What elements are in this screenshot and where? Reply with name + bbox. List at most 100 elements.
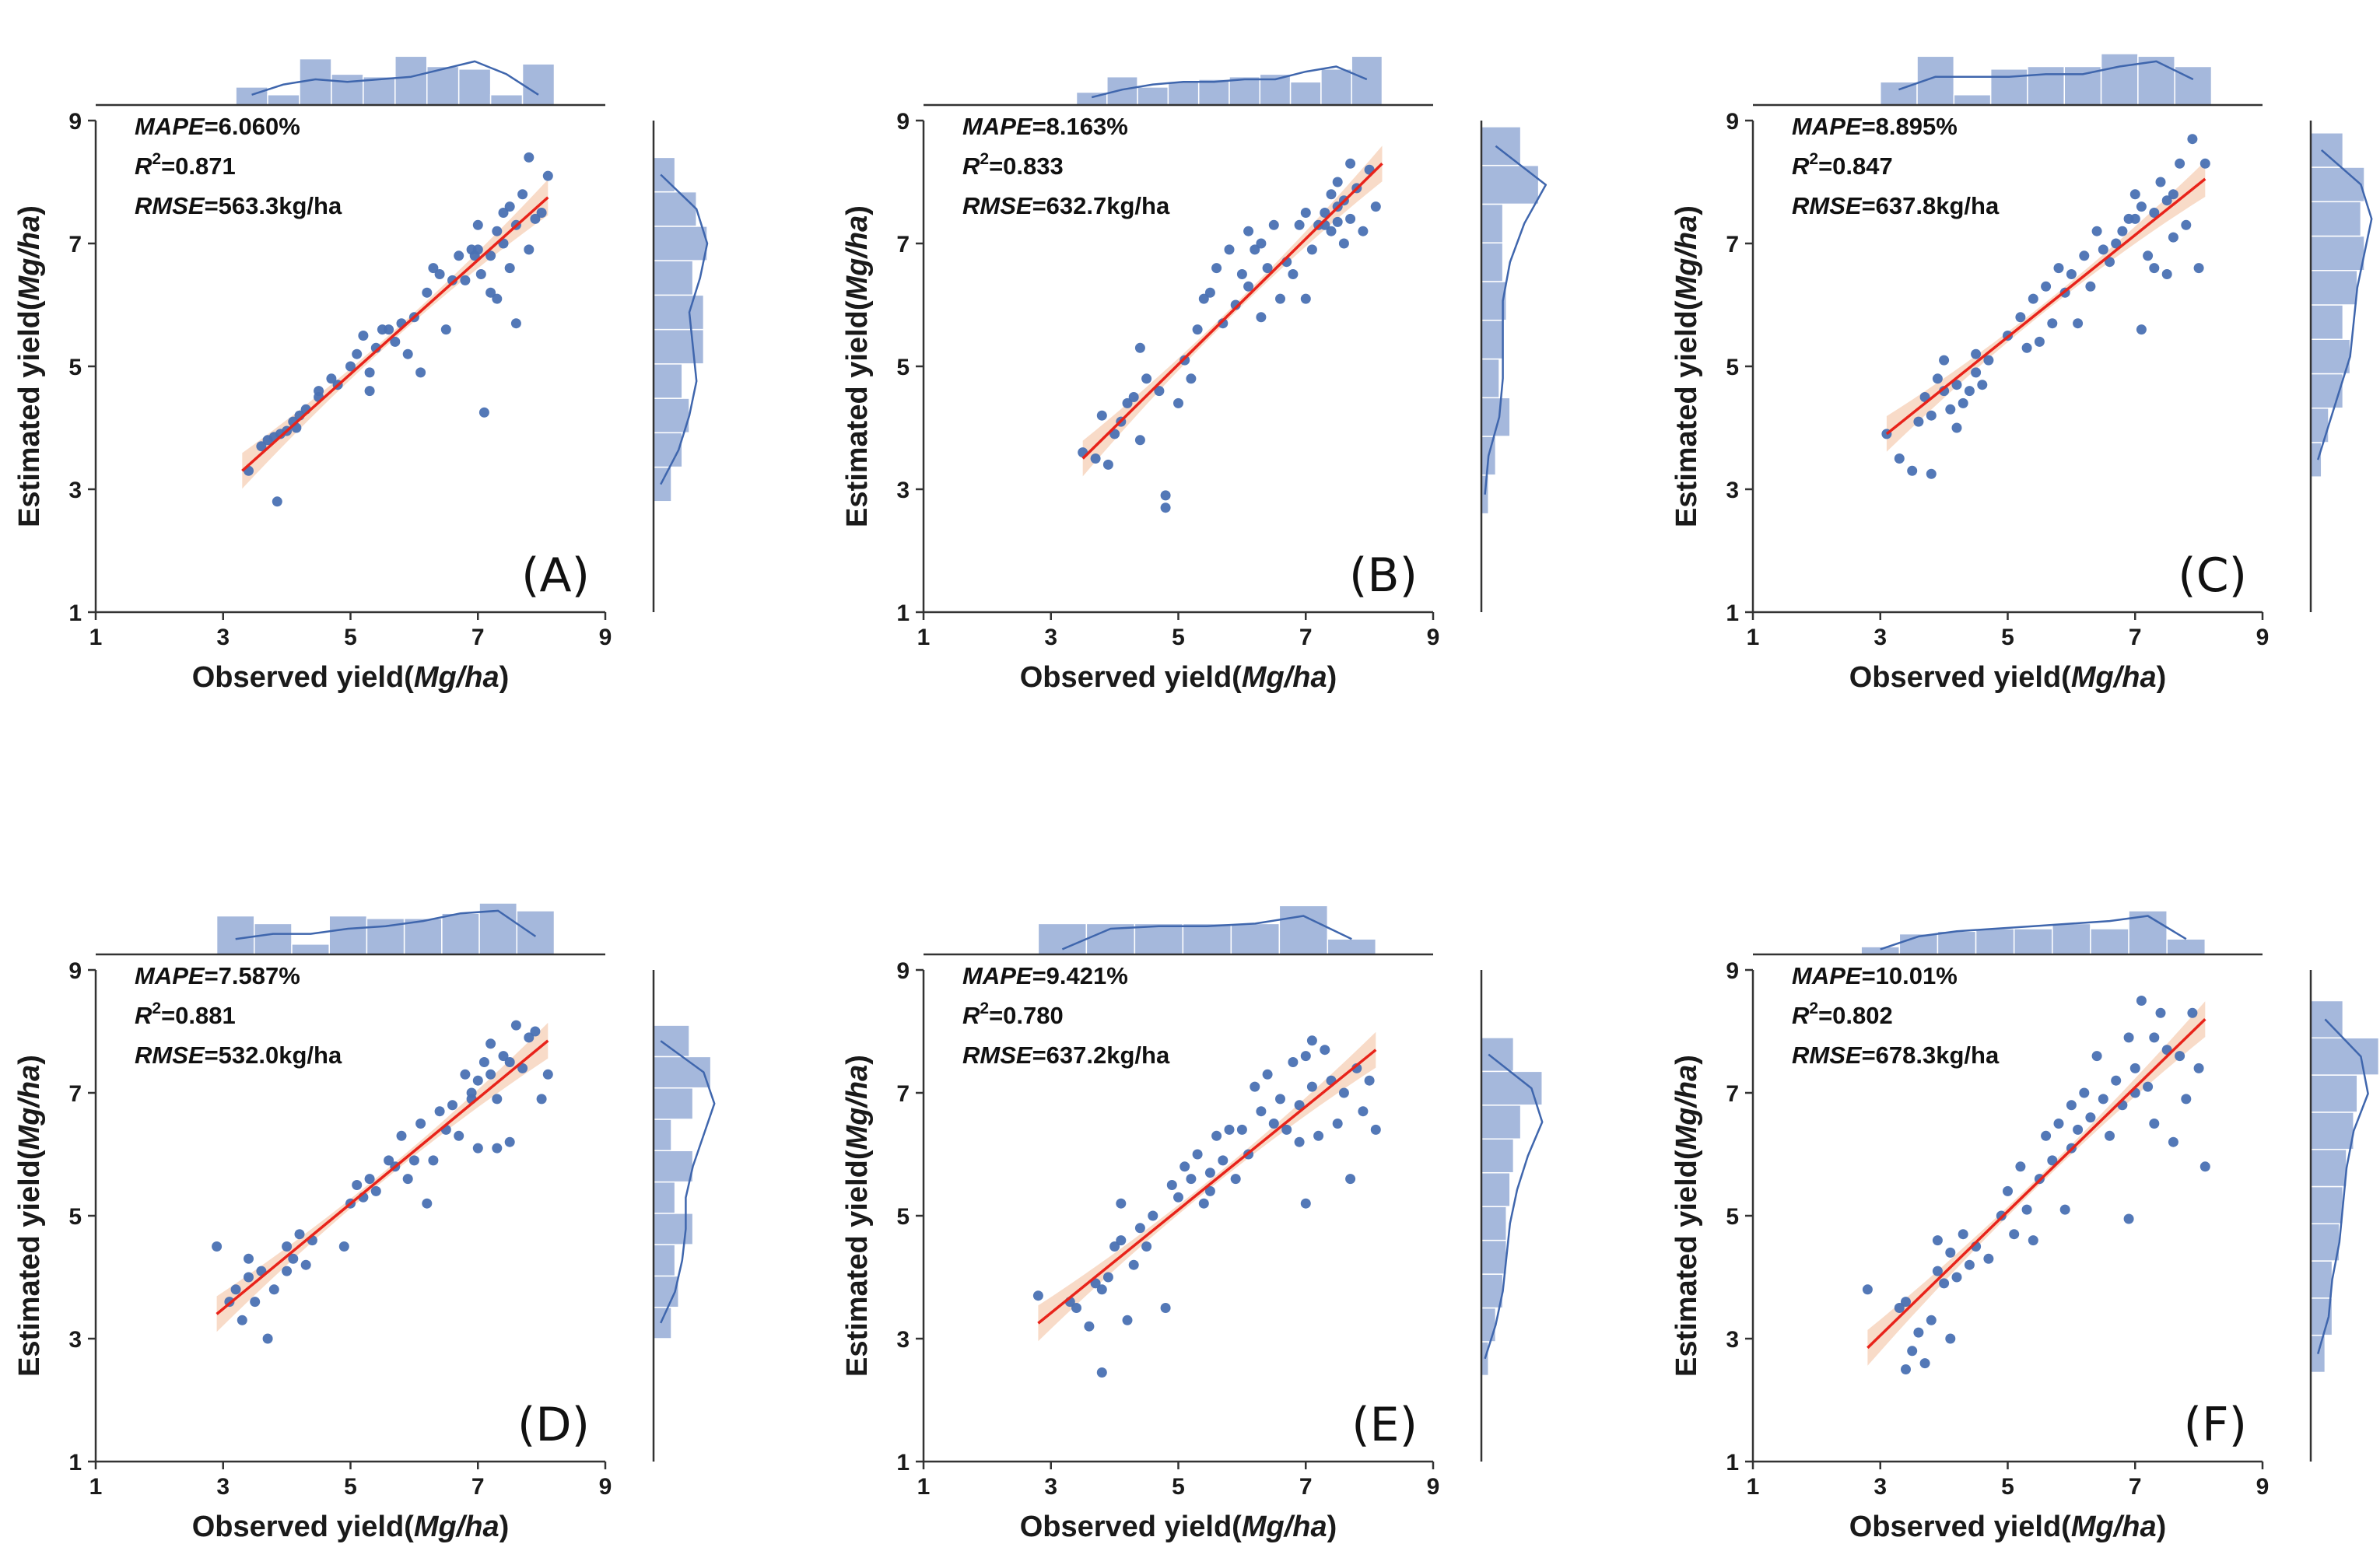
histogram-bar — [1481, 1105, 1522, 1140]
data-point — [2136, 324, 2147, 335]
y-tick-label: 5 — [896, 355, 910, 380]
panel-label: (C) — [2178, 548, 2247, 603]
data-point — [524, 244, 535, 255]
data-point — [447, 1100, 457, 1111]
data-point — [2111, 1075, 2122, 1086]
data-point — [384, 1155, 394, 1166]
histogram-bar — [1481, 1037, 1515, 1073]
right-marginal-histogram — [1480, 970, 1544, 1462]
data-point — [1862, 1284, 1873, 1295]
data-point — [2028, 293, 2038, 304]
x-tick-label: 5 — [344, 625, 357, 650]
y-axis-title: Estimated yield(Mg/ha) — [13, 205, 46, 527]
data-point — [422, 1198, 433, 1209]
data-point — [1294, 219, 1305, 230]
data-point — [1134, 435, 1145, 446]
data-point — [510, 1020, 521, 1031]
stat-key: R — [1792, 152, 1810, 180]
y-axis-title-unit: Mg/ha — [13, 215, 46, 301]
kde-curve — [660, 1040, 716, 1324]
data-point — [300, 1259, 311, 1270]
y-tick-label: 5 — [68, 355, 82, 380]
y-axis-title-text: Estimated yield( — [841, 300, 874, 527]
stat-superscript: 2 — [980, 1000, 989, 1017]
data-point — [454, 250, 464, 261]
x-tick-label: 3 — [1044, 1474, 1057, 1500]
histogram-bar — [653, 260, 694, 296]
x-tick-label: 3 — [1874, 1474, 1887, 1500]
histogram-bar — [403, 918, 443, 955]
data-point — [1306, 1035, 1317, 1046]
data-point — [2193, 263, 2204, 274]
data-point — [447, 275, 457, 285]
data-point — [1134, 1223, 1145, 1234]
data-point — [422, 287, 433, 298]
data-point — [1122, 1315, 1133, 1325]
data-point — [2059, 1204, 2070, 1215]
data-point — [1326, 226, 1337, 236]
data-point — [1211, 263, 1222, 274]
data-point — [345, 361, 356, 372]
data-point — [1262, 1069, 1273, 1080]
data-point — [2175, 158, 2185, 169]
data-point — [212, 1241, 223, 1252]
y-tick-label: 7 — [1726, 232, 1739, 257]
data-point — [2073, 318, 2084, 329]
data-point — [1179, 1161, 1190, 1172]
histogram-bar — [1975, 928, 2015, 955]
data-point — [466, 1087, 477, 1098]
data-point — [1141, 1241, 1152, 1252]
x-tick-label: 1 — [89, 625, 103, 650]
data-point — [1128, 392, 1139, 402]
data-point — [542, 1069, 553, 1080]
y-tick-label: 7 — [896, 232, 910, 257]
histogram-bar — [1481, 242, 1504, 282]
data-point — [2129, 1063, 2140, 1073]
stat-value: =8.895% — [1862, 113, 1958, 140]
data-point — [2187, 134, 2198, 145]
histogram-bar — [653, 1244, 676, 1277]
stat-rmse: RMSE=532.0kg/ha — [135, 1042, 342, 1069]
data-point — [440, 324, 451, 335]
data-point — [1977, 380, 1988, 390]
data-point — [1102, 459, 1113, 470]
data-point — [1211, 1130, 1222, 1141]
stat-key: MAPE — [962, 962, 1033, 989]
data-point — [2003, 1185, 2013, 1196]
y-axis-title-close: ) — [841, 1055, 874, 1065]
data-point — [1204, 287, 1215, 298]
data-point — [504, 263, 515, 274]
stat-key: MAPE — [135, 962, 205, 989]
histogram-bar — [2310, 338, 2351, 375]
data-point — [2073, 1124, 2084, 1135]
histogram-bar — [1481, 126, 1522, 166]
kde-curve — [1484, 1053, 1544, 1360]
x-tick-label: 5 — [1172, 625, 1185, 650]
y-tick-label: 5 — [1726, 355, 1739, 380]
x-tick-label: 7 — [2129, 1474, 2142, 1500]
data-point — [1109, 1241, 1120, 1252]
kde-curve — [235, 909, 537, 940]
y-tick-label: 7 — [68, 1081, 82, 1107]
data-point — [1951, 380, 1962, 390]
kde-curve — [1898, 60, 2194, 91]
stat-value: =0.881 — [161, 1002, 236, 1029]
y-tick-label: 7 — [68, 232, 82, 257]
data-point — [1926, 1315, 1937, 1325]
histogram-bar — [2310, 235, 2365, 271]
histogram-bar — [2310, 132, 2344, 168]
data-point — [1192, 1149, 1203, 1160]
stat-value: =9.421% — [1032, 962, 1128, 989]
x-axis-title-unit: Mg/ha — [2071, 1511, 2157, 1543]
x-axis-title: Observed yield(Mg/ha) — [192, 661, 510, 694]
data-point — [1268, 1119, 1279, 1129]
right-marginal-histogram — [652, 121, 709, 612]
x-tick-label: 9 — [2256, 625, 2270, 650]
data-point — [2129, 213, 2140, 224]
data-point — [1096, 1367, 1107, 1378]
data-point — [1939, 1278, 1950, 1289]
data-point — [1243, 226, 1254, 236]
x-tick-label: 3 — [216, 1474, 230, 1500]
x-axis-title: Observed yield(Mg/ha) — [1020, 1511, 1337, 1543]
y-axis-title-text: Estimated yield( — [1670, 300, 1703, 527]
